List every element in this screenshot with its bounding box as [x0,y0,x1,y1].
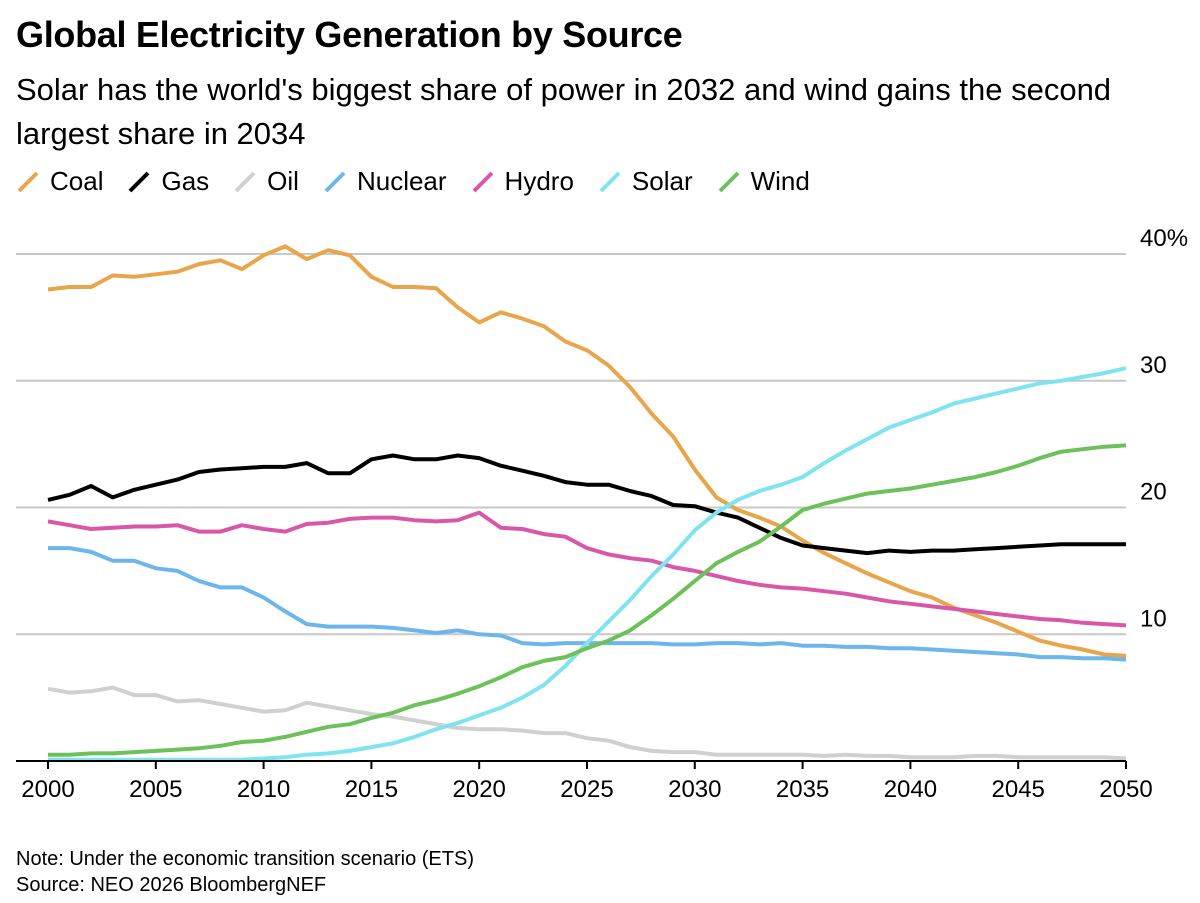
legend-swatch-coal [17,171,39,192]
series-line-coal [47,244,1127,658]
chart-title: Global Electricity Generation by Source [16,14,683,55]
chart-note: Note: Under the economic transition scen… [16,848,474,870]
x-tick-label: 2025 [560,776,613,803]
x-tick-label: 2005 [129,776,182,803]
series-line-oil [47,685,1127,761]
legend-item-oil: Oil [233,166,299,197]
legend-item-hydro: Hydro [471,166,574,197]
x-tick-label: 2040 [884,776,937,803]
legend-label-oil: Oil [267,166,299,196]
legend-swatch-nuclear [324,171,346,192]
x-tick-label: 2030 [668,776,721,803]
legend-item-gas: Gas [127,166,209,197]
legend-item-wind: Wind [717,166,810,197]
legend-swatch-wind [718,171,740,192]
legend-label-coal: Coal [50,166,104,196]
series-line-wind [48,443,1127,757]
x-axis: 2000 2005 2010 2015 2020 2025 2030 2035 2040 2045… [16,760,1153,803]
y-tick-label: 20 [1140,479,1167,506]
legend-swatch-gas [129,171,150,192]
series-line-gas [47,453,1126,556]
legend-swatch-hydro [472,171,493,192]
legend-item-coal: Coal [16,166,103,197]
chart-grid [16,253,1126,636]
series-line-hydro [47,510,1127,628]
legend-label-solar: Solar [631,166,693,196]
y-tick-label: 30 [1140,352,1167,379]
legend-swatch-solar [599,171,621,192]
x-tick-label: 2020 [453,776,506,803]
x-tick-label: 2050 [1099,776,1152,803]
y-tick-label: 40% [1140,225,1188,252]
legend-label-gas: Gas [161,166,210,196]
x-tick-label: 2000 [21,776,74,803]
x-tick-label: 2015 [345,776,398,803]
x-tick-label: 2045 [992,776,1045,803]
legend-label-wind: Wind [750,166,810,196]
legend-item-solar: Solar [598,166,693,197]
x-tick-label: 2010 [237,776,290,803]
legend-label-nuclear: Nuclear [356,166,447,196]
x-tick-label: 2035 [776,776,829,803]
chart-series [47,244,1127,762]
legend-label-hydro: Hydro [504,166,574,196]
legend-item-nuclear: Nuclear [323,166,447,197]
chart-legend: Coal Gas Oil Nuclear Hydro Solar Wind [16,166,834,197]
y-tick-label: 10 [1140,605,1167,632]
chart-subtitle: Solar has the world's biggest share of p… [16,72,1112,151]
legend-swatch-oil [234,171,256,192]
chart-source: Source: NEO 2026 BloombergNEF [16,874,327,896]
series-line-solar [48,366,1127,762]
y-axis-ticks: 40% 30 20 10 [1140,225,1188,632]
